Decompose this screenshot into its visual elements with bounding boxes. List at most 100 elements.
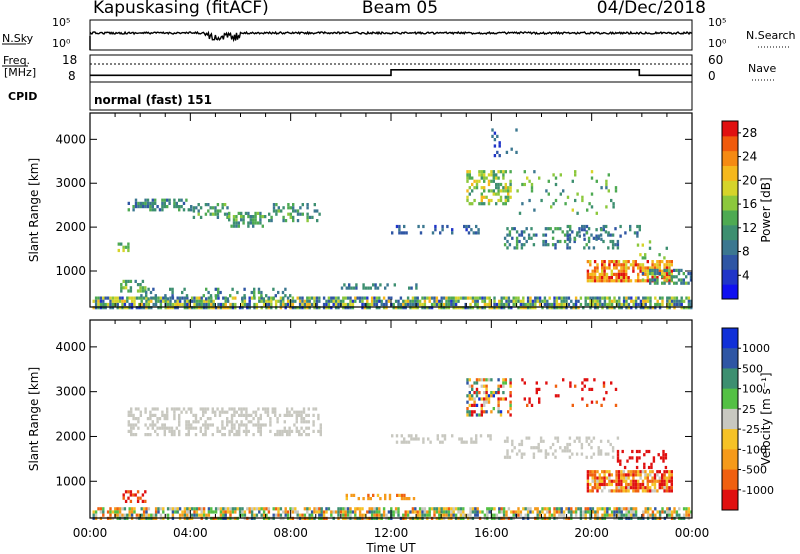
power-cell	[668, 272, 671, 276]
velocity-cell	[427, 437, 430, 441]
power-cell	[226, 297, 229, 301]
power-cell	[398, 228, 401, 232]
power-cell	[127, 248, 130, 253]
velocity-cell	[668, 513, 671, 517]
velocity-cell	[351, 510, 355, 514]
power-cell	[150, 296, 153, 300]
velocity-cell	[363, 513, 367, 517]
power-cell	[210, 299, 213, 303]
velocity-cell	[522, 507, 525, 511]
velocity-cell	[562, 510, 566, 514]
velocity-cell	[601, 476, 604, 480]
power-cell	[327, 306, 331, 310]
power-cell	[157, 299, 160, 303]
velocity-cell	[473, 397, 476, 401]
power-cell	[491, 134, 494, 138]
power-cell	[224, 302, 227, 307]
velocity-cell	[134, 417, 138, 421]
velocity-cell	[595, 400, 598, 404]
power-cell	[116, 299, 119, 303]
power-cell	[332, 299, 335, 303]
velocity-cell	[370, 507, 374, 511]
power-cell	[404, 306, 407, 310]
power-cell	[370, 302, 374, 307]
velocity-cell	[313, 507, 316, 511]
velocity-cell	[531, 510, 535, 514]
velocity-cell	[634, 482, 637, 487]
power-cell	[531, 306, 535, 310]
velocity-cell	[319, 429, 322, 433]
velocity-cell	[127, 429, 130, 433]
velocity-cell	[382, 510, 386, 514]
velocity-cell	[158, 417, 162, 421]
power-cell	[658, 296, 662, 300]
power-cell	[366, 302, 369, 307]
velocity-cell	[506, 455, 509, 459]
velocity-cell	[134, 493, 137, 497]
velocity-cell	[502, 378, 505, 382]
power-cell	[615, 260, 618, 264]
velocity-cell	[234, 507, 237, 511]
power-cell	[559, 239, 562, 244]
power-cell	[351, 302, 355, 307]
velocity-cell	[217, 507, 220, 511]
velocity-cell	[601, 479, 604, 483]
power-cell	[134, 198, 138, 202]
velocity-cell	[144, 433, 147, 437]
velocity-cell	[635, 465, 639, 470]
power-cell	[267, 297, 270, 301]
velocity-cell	[650, 465, 653, 470]
power-cell	[543, 302, 547, 307]
power-cell	[515, 246, 519, 250]
velocity-cell	[146, 433, 150, 437]
power-cell	[551, 243, 555, 247]
velocity-cell	[615, 473, 618, 477]
power-cell	[668, 279, 671, 283]
power-cell	[334, 299, 338, 303]
power-cell	[454, 302, 458, 307]
velocity-cell	[616, 436, 620, 440]
velocity-cell	[368, 507, 371, 511]
velocity-cell	[634, 513, 638, 517]
velocity-cell	[473, 391, 476, 395]
power-cell	[524, 306, 527, 310]
velocity-cell	[627, 482, 630, 487]
power-cell	[387, 296, 391, 300]
xaxis-label: Time UT	[365, 541, 416, 554]
velocity-cell	[622, 470, 625, 474]
power-cell	[150, 306, 153, 310]
velocity-cell	[478, 510, 482, 514]
power-cell	[551, 236, 555, 240]
velocity-cell	[594, 513, 597, 517]
velocity-cell	[471, 413, 474, 417]
power-cell	[610, 198, 613, 203]
power-cell	[608, 266, 611, 270]
velocity-cell	[150, 513, 153, 517]
velocity-cell	[626, 459, 629, 463]
power-cell	[282, 302, 285, 307]
power-cell	[598, 296, 602, 300]
velocity-cell	[483, 378, 486, 382]
power-cell	[637, 276, 640, 280]
velocity-cell	[571, 403, 574, 407]
power-cell	[607, 233, 610, 237]
velocity-cell	[415, 434, 418, 438]
power-cell	[617, 260, 621, 264]
power-cell	[126, 296, 129, 300]
velocity-cell	[665, 486, 669, 490]
velocity-cell	[271, 410, 274, 414]
power-cell	[553, 302, 556, 307]
power-cell	[608, 299, 611, 303]
velocity-cell	[471, 507, 475, 511]
power-cell	[642, 302, 645, 307]
velocity-cell	[156, 420, 159, 424]
velocity-cell	[608, 507, 611, 511]
velocity-cell	[562, 378, 565, 382]
power-cell	[219, 302, 223, 307]
power-cell	[525, 227, 528, 231]
velocity-cell	[504, 381, 507, 385]
power-cell	[130, 296, 134, 300]
velocity-cell	[470, 437, 473, 441]
power-cell	[625, 269, 628, 273]
power-cell	[654, 302, 657, 307]
